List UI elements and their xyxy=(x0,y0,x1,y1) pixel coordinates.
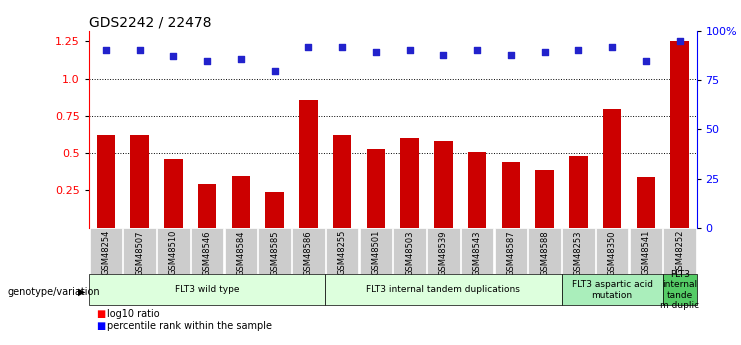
FancyBboxPatch shape xyxy=(630,228,662,274)
Text: GSM48586: GSM48586 xyxy=(304,230,313,276)
Point xyxy=(640,58,652,63)
Text: GSM48255: GSM48255 xyxy=(338,230,347,275)
Bar xyxy=(299,100,318,228)
Text: percentile rank within the sample: percentile rank within the sample xyxy=(107,321,273,331)
Text: GSM48584: GSM48584 xyxy=(236,230,245,276)
Bar xyxy=(637,177,655,228)
Bar xyxy=(502,162,520,228)
FancyBboxPatch shape xyxy=(359,228,392,274)
FancyBboxPatch shape xyxy=(393,228,426,274)
Bar xyxy=(400,138,419,228)
Point xyxy=(606,45,618,50)
Bar xyxy=(198,185,216,228)
FancyBboxPatch shape xyxy=(495,228,527,274)
Text: GSM48350: GSM48350 xyxy=(608,230,617,276)
Bar xyxy=(130,135,149,228)
FancyBboxPatch shape xyxy=(123,228,156,274)
Text: GSM48501: GSM48501 xyxy=(371,230,380,275)
Bar xyxy=(468,152,486,228)
Text: GSM48503: GSM48503 xyxy=(405,230,414,276)
FancyBboxPatch shape xyxy=(326,228,359,274)
FancyBboxPatch shape xyxy=(89,274,325,305)
Point xyxy=(437,52,449,58)
Text: GSM48254: GSM48254 xyxy=(102,230,110,275)
FancyBboxPatch shape xyxy=(596,228,628,274)
Text: FLT3
internal
tande
m duplic: FLT3 internal tande m duplic xyxy=(660,270,700,310)
Bar xyxy=(671,41,689,228)
Point xyxy=(201,58,213,63)
Point xyxy=(404,48,416,53)
Text: GSM48507: GSM48507 xyxy=(135,230,144,276)
Text: GSM48539: GSM48539 xyxy=(439,230,448,276)
Point xyxy=(167,53,179,59)
Bar xyxy=(96,135,115,228)
Point xyxy=(302,45,314,50)
Point xyxy=(336,45,348,50)
Text: ■: ■ xyxy=(96,321,105,331)
Point xyxy=(505,52,516,58)
Text: GSM48252: GSM48252 xyxy=(675,230,684,275)
FancyBboxPatch shape xyxy=(157,228,190,274)
FancyBboxPatch shape xyxy=(259,228,290,274)
Text: genotype/variation: genotype/variation xyxy=(7,287,100,296)
Text: ■: ■ xyxy=(96,309,105,319)
Bar xyxy=(265,192,284,228)
Text: FLT3 wild type: FLT3 wild type xyxy=(175,285,239,294)
Bar xyxy=(333,135,351,228)
Bar xyxy=(434,141,453,228)
FancyBboxPatch shape xyxy=(562,228,594,274)
Text: log10 ratio: log10 ratio xyxy=(107,309,160,319)
Point xyxy=(100,48,112,53)
Bar xyxy=(231,176,250,228)
Bar xyxy=(164,159,182,228)
Text: GSM48253: GSM48253 xyxy=(574,230,583,276)
Text: GSM48588: GSM48588 xyxy=(540,230,549,276)
FancyBboxPatch shape xyxy=(191,228,223,274)
Text: FLT3 internal tandem duplications: FLT3 internal tandem duplications xyxy=(367,285,520,294)
Point xyxy=(235,57,247,62)
FancyBboxPatch shape xyxy=(292,228,325,274)
Point xyxy=(674,39,685,44)
Text: GSM48543: GSM48543 xyxy=(473,230,482,276)
Text: GSM48587: GSM48587 xyxy=(506,230,516,276)
FancyBboxPatch shape xyxy=(662,274,697,305)
Text: GSM48510: GSM48510 xyxy=(169,230,178,275)
Text: GSM48541: GSM48541 xyxy=(642,230,651,275)
Text: GDS2242 / 22478: GDS2242 / 22478 xyxy=(89,16,211,30)
FancyBboxPatch shape xyxy=(663,228,696,274)
Point xyxy=(573,48,585,53)
Bar xyxy=(367,149,385,228)
Bar xyxy=(569,156,588,228)
Point xyxy=(471,48,483,53)
Point xyxy=(133,48,145,53)
Text: ▶: ▶ xyxy=(78,287,85,296)
FancyBboxPatch shape xyxy=(562,274,662,305)
Text: FLT3 aspartic acid
mutation: FLT3 aspartic acid mutation xyxy=(571,280,653,299)
FancyBboxPatch shape xyxy=(427,228,459,274)
Point xyxy=(370,49,382,55)
Bar xyxy=(603,109,622,228)
FancyBboxPatch shape xyxy=(90,228,122,274)
FancyBboxPatch shape xyxy=(461,228,494,274)
Text: GSM48585: GSM48585 xyxy=(270,230,279,276)
Text: GSM48546: GSM48546 xyxy=(202,230,212,276)
Point xyxy=(269,69,281,74)
FancyBboxPatch shape xyxy=(225,228,257,274)
FancyBboxPatch shape xyxy=(325,274,562,305)
Bar xyxy=(535,170,554,228)
Point xyxy=(539,49,551,55)
FancyBboxPatch shape xyxy=(528,228,561,274)
